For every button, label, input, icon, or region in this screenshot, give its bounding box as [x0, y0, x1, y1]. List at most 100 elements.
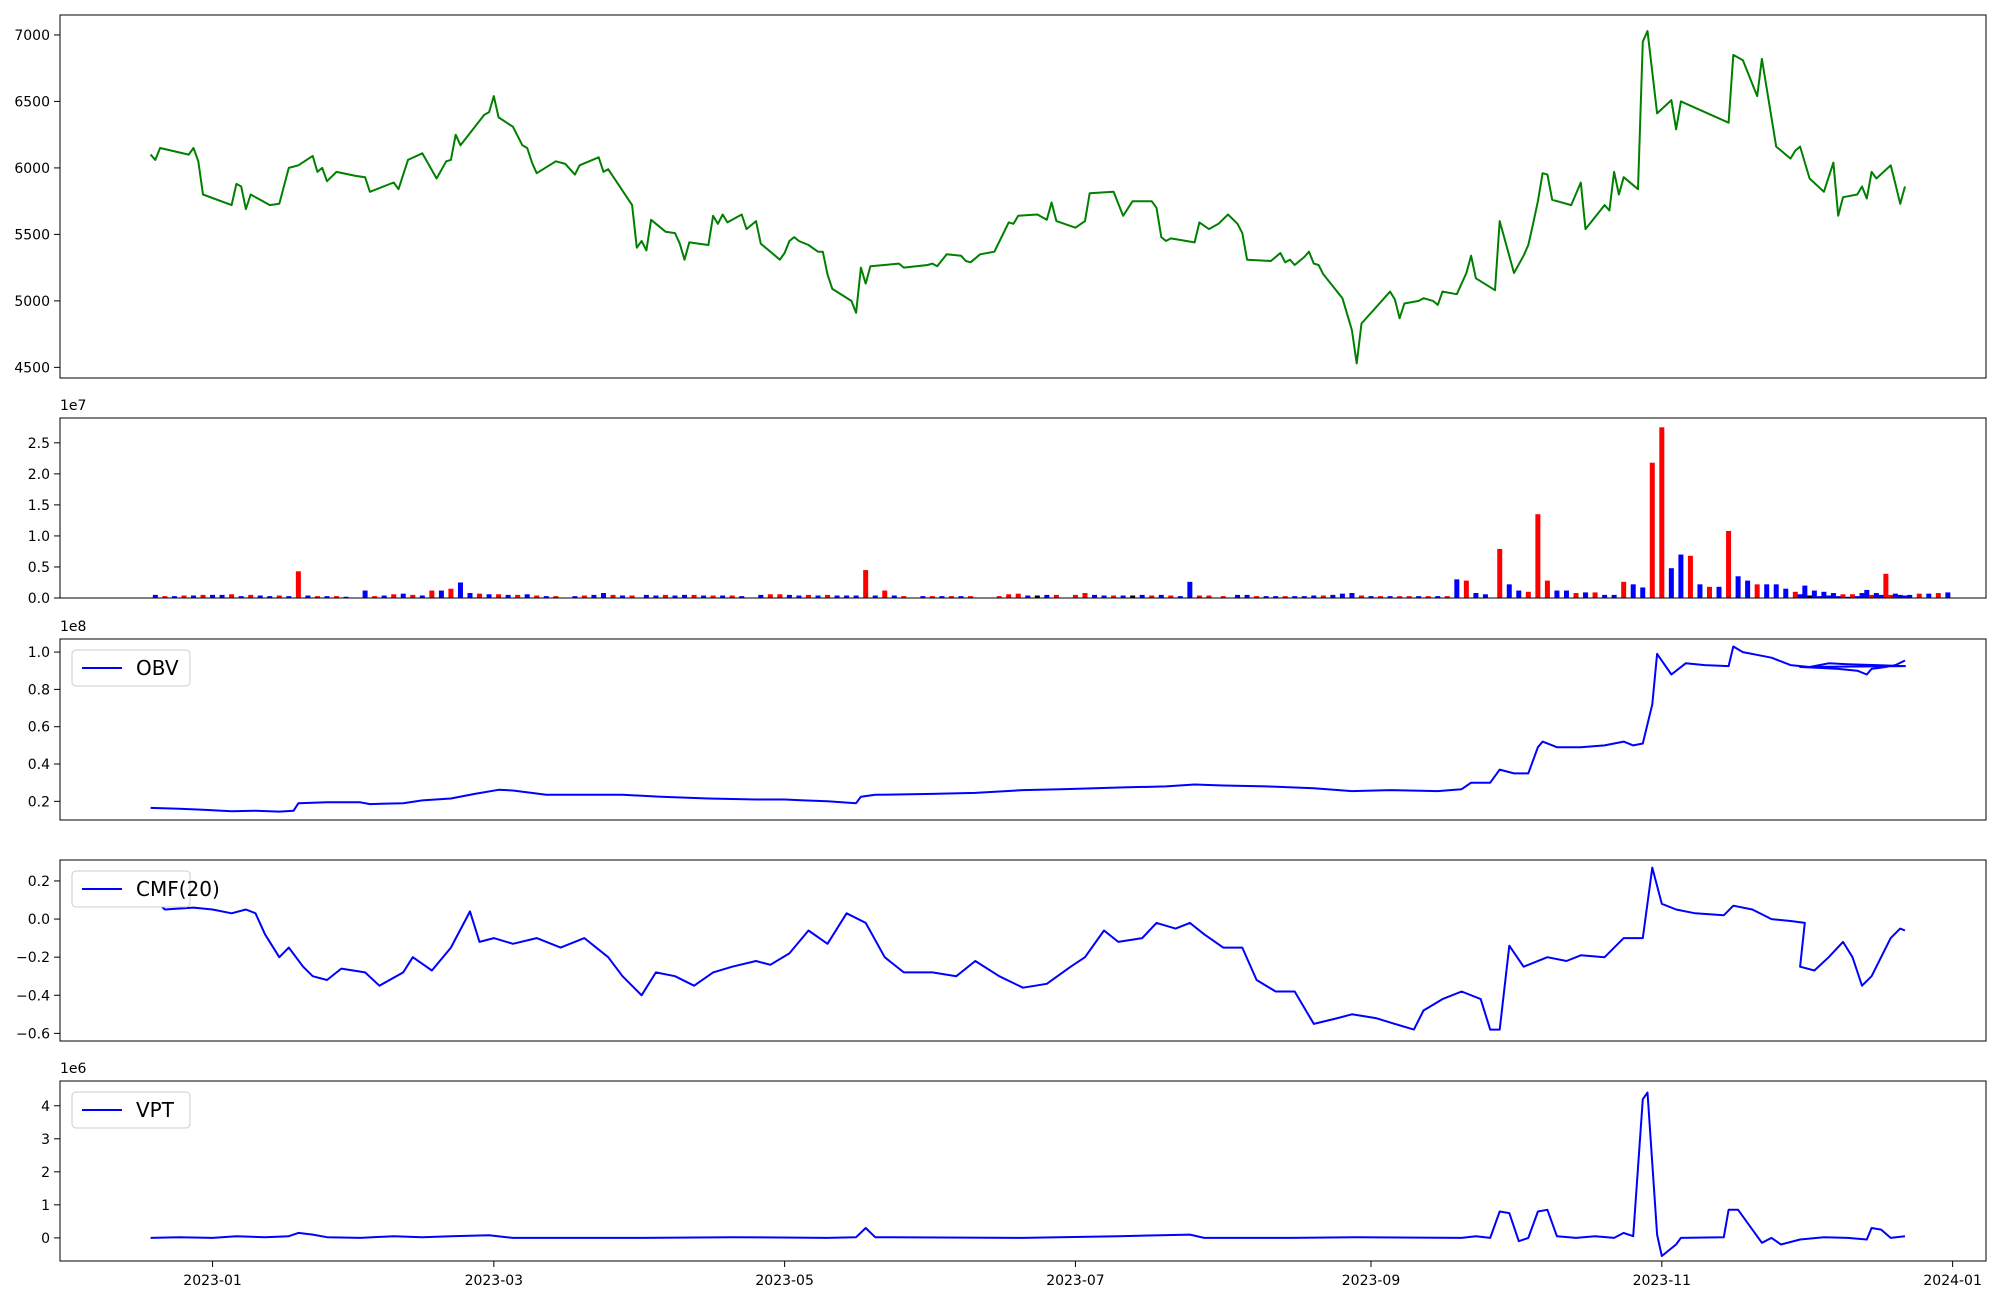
volume-bar: [710, 595, 716, 598]
volume-bar: [1869, 594, 1875, 598]
plot-marks: [150, 1091, 1906, 1257]
volume-bar: [1111, 595, 1117, 598]
y-tick-label: 0.2: [28, 874, 50, 890]
volume-bar: [1101, 595, 1107, 598]
axes-frame: [59, 638, 1987, 821]
volume-bar: [1320, 595, 1326, 598]
volume-bar: [620, 595, 626, 598]
volume-bar: [1497, 548, 1503, 598]
volume-bar: [1687, 555, 1693, 598]
plot-marks: [149, 866, 1906, 1031]
volume-bar: [920, 596, 926, 598]
volume-bar: [1873, 593, 1879, 598]
volume-bar: [1311, 595, 1317, 598]
volume-bar: [1864, 589, 1870, 598]
volume-bar: [496, 594, 502, 598]
y-tick-label: 1.5: [28, 498, 50, 514]
volume-bar: [682, 594, 688, 598]
volume-bar: [572, 596, 578, 598]
volume-bar: [286, 596, 292, 598]
legend-label: CMF(20): [136, 877, 220, 901]
volume-bar: [1816, 596, 1822, 598]
volume-bar: [1792, 591, 1798, 598]
volume-bar: [1516, 590, 1522, 598]
volume-bar: [882, 590, 888, 598]
volume-bar: [1892, 593, 1898, 598]
legend-box: [71, 1091, 191, 1129]
subplot-3: 0.2 0.4 0.6 0.8 1.0 1e8 OBV: [28, 619, 1987, 821]
volume-bar: [448, 588, 454, 598]
volume-bar: [1535, 514, 1541, 598]
volume-bar: [1006, 594, 1012, 598]
volume-bar: [152, 594, 158, 598]
volume-bar: [1745, 580, 1751, 598]
volume-bar: [1416, 596, 1422, 598]
volume-bar: [1678, 554, 1684, 598]
volume-bar: [1811, 590, 1817, 598]
volume-bar: [968, 596, 974, 598]
volume-bar: [805, 594, 811, 598]
axis-scale-label: 1e6: [60, 1061, 87, 1077]
volume-bar: [1454, 579, 1460, 598]
volume-bar: [653, 595, 659, 598]
volume-bar: [210, 594, 216, 598]
axes-frame: [59, 1080, 1987, 1262]
y-tick-label: 7000: [14, 28, 50, 44]
volume-bar: [672, 595, 678, 598]
volume-bar: [1573, 593, 1579, 598]
volume-bar: [891, 595, 897, 598]
y-tick-label: 6500: [14, 94, 50, 110]
volume-bar: [257, 595, 263, 598]
volume-bar: [1397, 596, 1403, 598]
axis-scale-label: 1e7: [60, 398, 86, 414]
volume-bar: [1878, 594, 1884, 598]
volume-bar: [1945, 592, 1951, 598]
volume-bar: [1349, 593, 1355, 598]
volume-bar: [1482, 594, 1488, 598]
y-tick-label: 5500: [14, 227, 50, 243]
volume-bar: [720, 595, 726, 598]
y-tick-label: −0.2: [16, 950, 50, 966]
volume-bar: [948, 596, 954, 598]
volume-bar: [1435, 596, 1441, 598]
y-tick-label: 0.6: [28, 720, 50, 736]
volume-bar: [1735, 576, 1741, 598]
volume-bar: [1897, 594, 1903, 598]
volume-bar: [1015, 593, 1021, 598]
volume-bar: [381, 595, 387, 598]
volume-bar: [334, 596, 340, 598]
y-tick-label: 4500: [14, 360, 50, 376]
volume-bar: [1926, 593, 1932, 598]
volume-bar: [267, 596, 273, 598]
volume-bar: [767, 594, 773, 598]
volume-bar: [1092, 594, 1098, 598]
volume-bar: [1378, 596, 1384, 598]
volume-bar: [629, 595, 635, 598]
legend-box: [71, 870, 191, 908]
volume-bar: [1425, 596, 1431, 598]
volume-bar: [486, 594, 492, 598]
volume-bar: [1196, 595, 1202, 598]
volume-bar: [1611, 594, 1617, 598]
volume-bar: [1840, 594, 1846, 598]
volume-bar: [1130, 595, 1136, 598]
y-tick-label: 2.0: [28, 467, 50, 483]
volume-bar: [314, 596, 320, 598]
volume-bar: [1554, 590, 1560, 598]
volume-bar: [400, 593, 406, 598]
volume-bar: [1120, 595, 1126, 598]
volume-bar: [1339, 593, 1345, 598]
volume-bar: [1754, 584, 1760, 598]
volume-bar: [362, 590, 368, 598]
volume-bar: [410, 594, 416, 598]
volume-bar: [1301, 596, 1307, 598]
volume-bar: [1235, 594, 1241, 598]
x-tick-label: 2023-07: [1046, 1273, 1105, 1289]
volume-bar: [219, 594, 225, 598]
volume-bar: [1034, 595, 1040, 598]
volume-bar: [1406, 596, 1412, 598]
volume-bar: [391, 594, 397, 598]
volume-bar: [834, 595, 840, 598]
legend-label: OBV: [136, 656, 179, 680]
